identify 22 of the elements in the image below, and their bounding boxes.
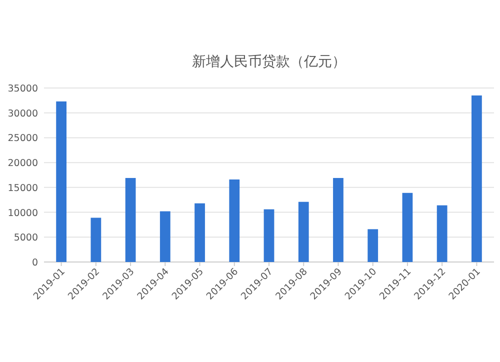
bar — [90, 218, 102, 262]
y-tick-label: 35000 — [8, 84, 38, 94]
bar — [229, 179, 240, 262]
y-tick-label: 5000 — [14, 232, 38, 244]
bar — [402, 192, 413, 262]
y-tick-label: 20000 — [8, 158, 38, 170]
y-tick-label: 30000 — [8, 108, 38, 120]
bar — [298, 202, 309, 262]
y-tick-label: 10000 — [8, 208, 38, 219]
y-tick-label: 15000 — [8, 182, 38, 194]
bar — [472, 95, 482, 262]
bar — [368, 229, 378, 262]
bar — [264, 209, 274, 262]
bar — [125, 178, 136, 262]
bar — [56, 101, 66, 262]
bar — [436, 205, 448, 262]
y-tick-label: 25000 — [8, 133, 38, 144]
bar — [160, 211, 170, 262]
y-tick-label: 0 — [32, 258, 38, 268]
chart-title: 新增人民币贷款（亿元） — [192, 54, 346, 70]
bar — [333, 178, 344, 262]
bar — [194, 203, 205, 262]
